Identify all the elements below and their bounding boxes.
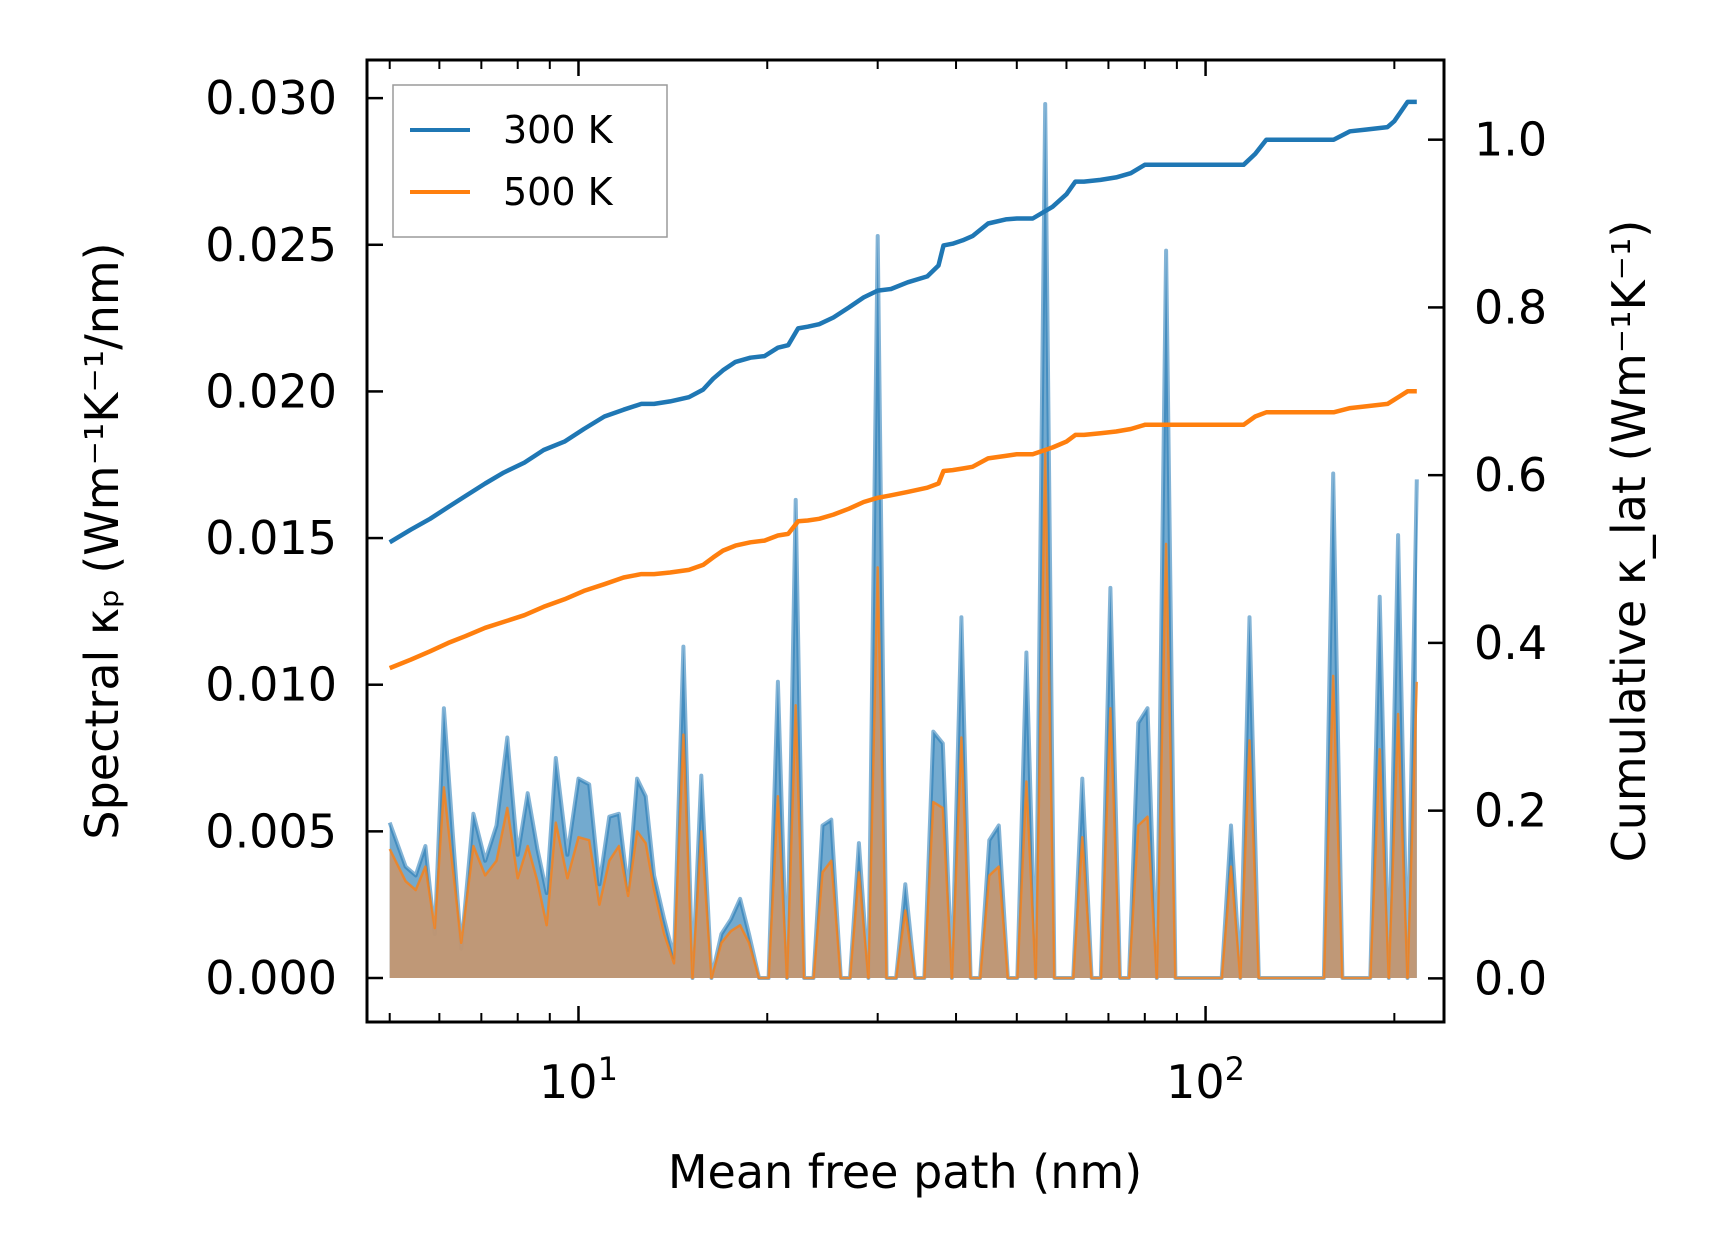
legend-box [392,84,668,238]
y-left-tick-label: 0.015 [205,511,337,565]
legend-label-500k: 500 K [503,170,614,214]
axes-frame [365,58,1446,1024]
plot-area [387,99,1419,980]
cumulative-300k-line [388,99,1417,545]
y-right-tick-label: 0.4 [1474,616,1547,670]
y-left-tick-label: 0.030 [205,71,337,125]
y-left-tick-label: 0.010 [205,658,337,712]
x-axis-title: Mean free path (nm) [668,1145,1142,1199]
y-left-tick-label: 0.020 [205,364,337,418]
x-tick-label: 102 [1166,1050,1245,1109]
y-right-tick-label: 0.2 [1474,784,1547,838]
y-left-tick-label: 0.000 [205,951,337,1005]
y-right-tick-label: 0.8 [1474,280,1547,334]
y-left-tick-label: 0.025 [205,218,337,272]
y-right-tick-label: 0.0 [1474,951,1547,1005]
legend: 300 K 500 K [392,84,668,238]
y-axis-right-ticks: 0.0 0.2 0.4 0.6 0.8 1.0 [1428,113,1547,1005]
y-right-tick-label: 0.6 [1474,448,1547,502]
y-axis-left-ticks: 0.000 0.005 0.010 0.015 0.020 0.025 0.030 [205,71,383,1005]
cumulative-500k-line [388,389,1417,671]
x-tick-label: 101 [539,1050,618,1109]
y-right-tick-label: 1.0 [1474,113,1547,167]
spectral-500k-line [388,451,1419,980]
y-axis-right-title: Cumulative κ_lat (Wm⁻¹K⁻¹) [1602,220,1656,863]
x-axis-ticks: 101 102 [388,60,1396,1109]
y-left-tick-label: 0.005 [205,804,337,858]
y-axis-left-title: Spectral κₚ (Wm⁻¹K⁻¹/nm) [75,242,129,839]
legend-label-300k: 300 K [503,108,614,152]
